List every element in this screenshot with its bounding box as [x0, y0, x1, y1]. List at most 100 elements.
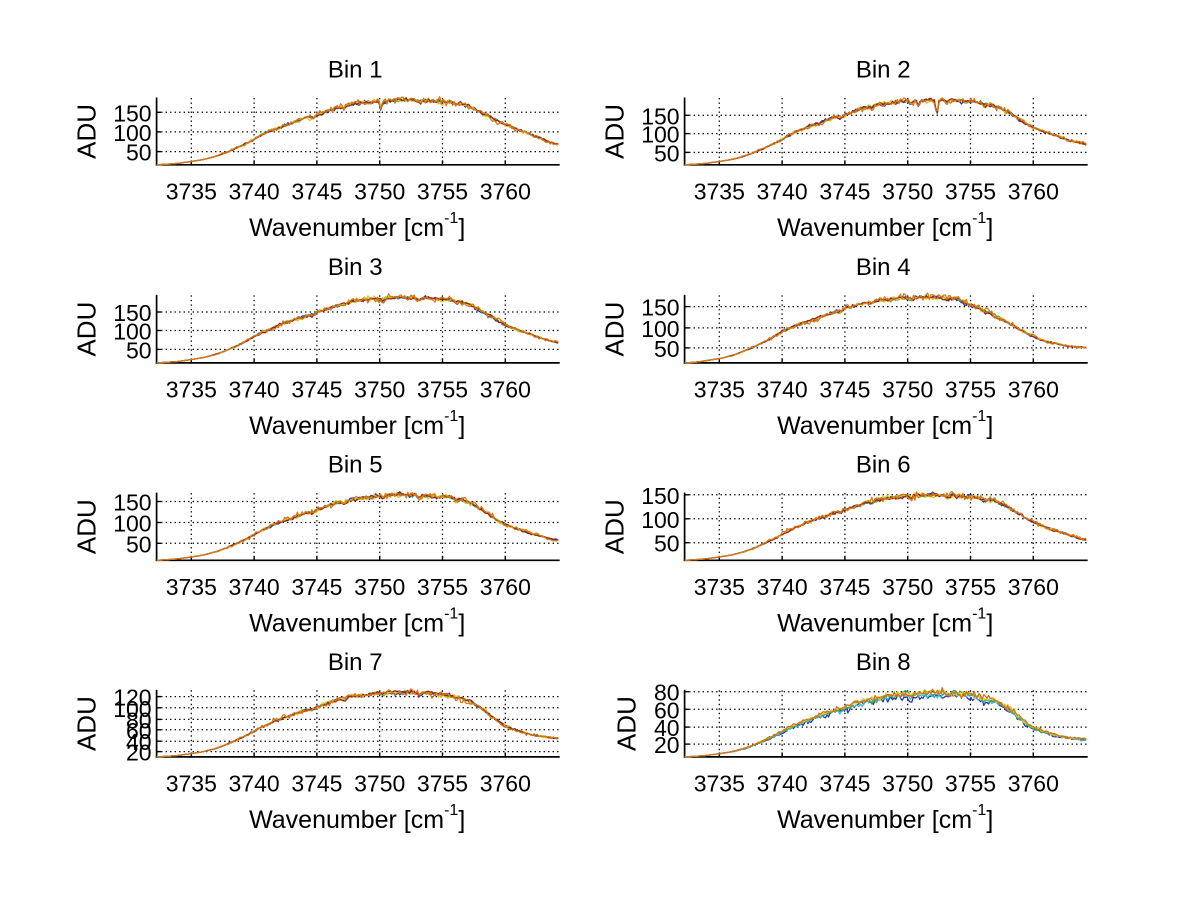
svg-text:100: 100	[113, 511, 151, 537]
svg-text:ADU: ADU	[71, 499, 101, 554]
svg-text:3760: 3760	[480, 376, 531, 402]
svg-text:Bin 8: Bin 8	[856, 649, 911, 676]
svg-text:50: 50	[654, 140, 680, 166]
svg-text:3750: 3750	[354, 178, 405, 204]
svg-text:3735: 3735	[166, 574, 217, 600]
svg-text:60: 60	[654, 697, 680, 723]
svg-text:3750: 3750	[354, 574, 405, 600]
svg-text:150: 150	[641, 103, 679, 129]
svg-text:100: 100	[113, 319, 151, 345]
svg-text:3735: 3735	[166, 178, 217, 204]
svg-text:100: 100	[113, 696, 151, 722]
svg-text:3760: 3760	[1008, 574, 1059, 600]
svg-text:ADU: ADU	[612, 696, 642, 751]
svg-text:3735: 3735	[694, 178, 745, 204]
svg-text:3755: 3755	[417, 574, 468, 600]
svg-text:3745: 3745	[819, 376, 870, 402]
svg-text:20: 20	[126, 740, 152, 766]
svg-text:150: 150	[113, 100, 151, 126]
svg-text:Wavenumber [cm-1]: Wavenumber [cm-1]	[777, 802, 993, 834]
svg-text:3735: 3735	[166, 770, 217, 796]
svg-text:50: 50	[654, 531, 680, 557]
svg-text:3740: 3740	[229, 574, 280, 600]
svg-text:Wavenumber [cm-1]: Wavenumber [cm-1]	[249, 210, 465, 242]
svg-text:3755: 3755	[417, 770, 468, 796]
svg-text:Wavenumber [cm-1]: Wavenumber [cm-1]	[777, 605, 993, 637]
svg-text:3745: 3745	[819, 770, 870, 796]
svg-text:3760: 3760	[1008, 178, 1059, 204]
svg-text:3755: 3755	[945, 574, 996, 600]
svg-text:ADU: ADU	[599, 104, 629, 159]
svg-text:100: 100	[641, 316, 679, 342]
svg-text:Wavenumber [cm-1]: Wavenumber [cm-1]	[777, 408, 993, 440]
svg-text:60: 60	[126, 718, 152, 744]
svg-text:3750: 3750	[882, 574, 933, 600]
svg-text:Wavenumber [cm-1]: Wavenumber [cm-1]	[249, 408, 465, 440]
svg-text:ADU: ADU	[71, 696, 101, 751]
svg-text:50: 50	[654, 336, 680, 362]
svg-text:3750: 3750	[354, 770, 405, 796]
svg-text:ADU: ADU	[599, 302, 629, 357]
svg-text:3740: 3740	[229, 178, 280, 204]
svg-text:40: 40	[654, 715, 680, 741]
svg-text:ADU: ADU	[599, 499, 629, 554]
svg-text:Bin 5: Bin 5	[328, 452, 383, 479]
svg-text:3740: 3740	[229, 376, 280, 402]
svg-text:3745: 3745	[819, 574, 870, 600]
svg-text:3760: 3760	[480, 574, 531, 600]
svg-text:3750: 3750	[354, 376, 405, 402]
svg-text:150: 150	[641, 295, 679, 321]
svg-text:50: 50	[126, 337, 152, 363]
svg-text:3760: 3760	[1008, 770, 1059, 796]
svg-text:3735: 3735	[694, 574, 745, 600]
svg-text:3740: 3740	[757, 770, 808, 796]
svg-text:3745: 3745	[291, 574, 342, 600]
svg-text:3740: 3740	[229, 770, 280, 796]
svg-text:ADU: ADU	[71, 302, 101, 357]
svg-text:3755: 3755	[945, 770, 996, 796]
svg-text:40: 40	[126, 729, 152, 755]
svg-text:Bin 2: Bin 2	[856, 57, 911, 84]
svg-text:100: 100	[113, 120, 151, 146]
svg-text:100: 100	[641, 507, 679, 533]
svg-text:120: 120	[113, 685, 151, 711]
svg-text:3740: 3740	[757, 178, 808, 204]
svg-text:Wavenumber [cm-1]: Wavenumber [cm-1]	[777, 210, 993, 242]
svg-text:50: 50	[126, 531, 152, 557]
svg-text:20: 20	[654, 732, 680, 758]
svg-text:100: 100	[641, 122, 679, 148]
svg-text:80: 80	[126, 707, 152, 733]
svg-text:Bin 4: Bin 4	[856, 254, 911, 281]
svg-text:Bin 1: Bin 1	[328, 57, 383, 84]
svg-text:Bin 7: Bin 7	[328, 649, 383, 676]
svg-text:Wavenumber [cm-1]: Wavenumber [cm-1]	[249, 605, 465, 637]
svg-text:Bin 6: Bin 6	[856, 452, 911, 479]
svg-text:3735: 3735	[166, 376, 217, 402]
svg-text:3740: 3740	[757, 574, 808, 600]
svg-text:3745: 3745	[291, 770, 342, 796]
svg-text:50: 50	[126, 140, 152, 166]
svg-text:3755: 3755	[945, 178, 996, 204]
svg-text:3735: 3735	[694, 770, 745, 796]
svg-text:3750: 3750	[882, 178, 933, 204]
svg-text:3740: 3740	[757, 376, 808, 402]
svg-text:150: 150	[113, 490, 151, 516]
svg-text:3745: 3745	[819, 178, 870, 204]
svg-text:3755: 3755	[945, 376, 996, 402]
svg-text:3750: 3750	[882, 770, 933, 796]
svg-text:Wavenumber [cm-1]: Wavenumber [cm-1]	[249, 802, 465, 834]
svg-text:3760: 3760	[480, 770, 531, 796]
svg-text:ADU: ADU	[71, 104, 101, 159]
svg-text:3735: 3735	[694, 376, 745, 402]
svg-text:Bin 3: Bin 3	[328, 254, 383, 281]
svg-text:3745: 3745	[291, 376, 342, 402]
svg-text:150: 150	[641, 483, 679, 509]
svg-text:3745: 3745	[291, 178, 342, 204]
svg-text:3760: 3760	[480, 178, 531, 204]
svg-text:150: 150	[113, 300, 151, 326]
svg-text:80: 80	[654, 680, 680, 706]
svg-text:3755: 3755	[417, 376, 468, 402]
svg-text:3755: 3755	[417, 178, 468, 204]
svg-text:3750: 3750	[882, 376, 933, 402]
svg-text:3760: 3760	[1008, 376, 1059, 402]
